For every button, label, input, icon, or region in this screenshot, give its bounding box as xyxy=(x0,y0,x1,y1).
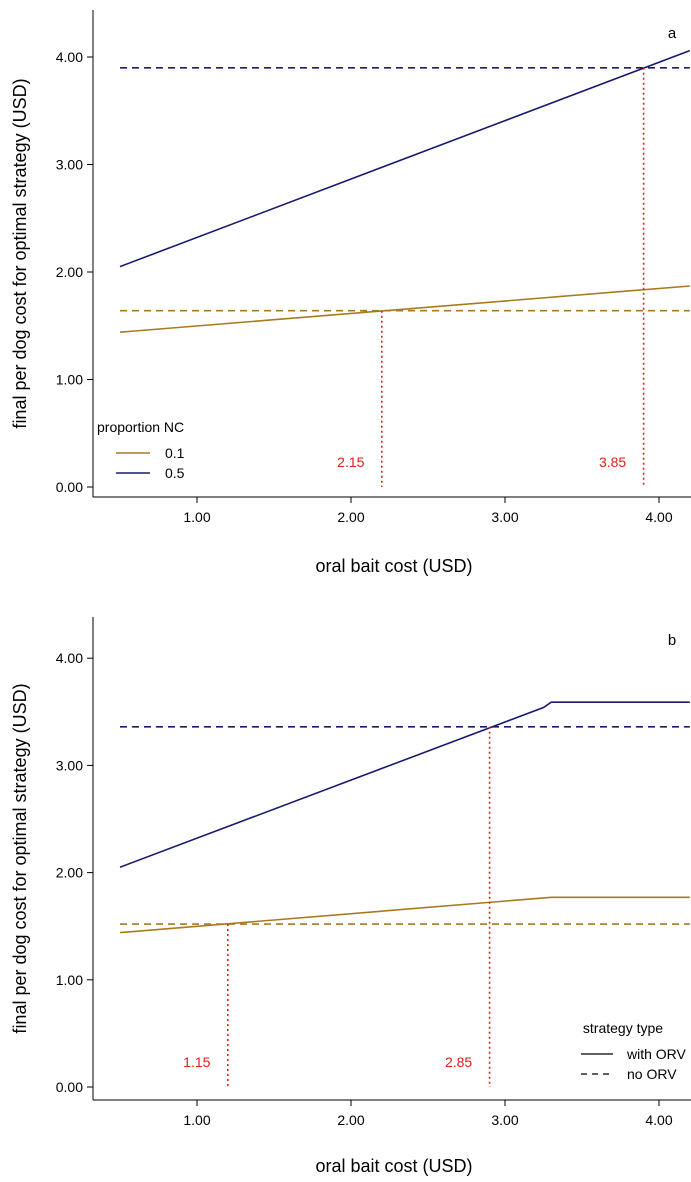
y-tick-label: 2.00 xyxy=(56,264,83,280)
legend-title: strategy type xyxy=(583,1020,663,1036)
y-tick-label: 3.00 xyxy=(56,757,83,773)
y-tick-label: 4.00 xyxy=(56,650,83,666)
panel-letter: a xyxy=(668,25,677,42)
x-tick-label: 4.00 xyxy=(645,1112,672,1128)
threshold-label: 3.85 xyxy=(599,454,626,470)
y-tick-label: 2.00 xyxy=(56,865,83,881)
legend-label: 0.5 xyxy=(165,465,185,481)
y-tick-label: 0.00 xyxy=(56,1079,83,1095)
y-tick-label: 1.00 xyxy=(56,372,83,388)
legend-label: no ORV xyxy=(627,1066,677,1082)
y-tick-label: 1.00 xyxy=(56,972,83,988)
series-line-solid-0 xyxy=(119,285,690,333)
chart-panel-b: 0.00 1.00 2.00 3.00 4.00 1.00 2.00 3.00 4.00 oral… xyxy=(10,617,691,1176)
legend-label: with ORV xyxy=(626,1046,687,1062)
legend-title: proportion NC xyxy=(97,419,184,435)
threshold-label: 2.15 xyxy=(337,454,364,470)
y-axis-title: final per dog cost for optimal strategy … xyxy=(10,78,30,428)
x-tick-label: 4.00 xyxy=(645,509,672,525)
series-line-solid-1 xyxy=(119,701,690,868)
x-axis-title: oral bait cost (USD) xyxy=(315,1156,472,1176)
x-tick-label: 2.00 xyxy=(337,509,364,525)
y-tick-label: 4.00 xyxy=(56,49,83,65)
series-line-solid-1 xyxy=(119,49,691,268)
panel-letter: b xyxy=(668,632,676,649)
legend: strategy type with ORV no ORV xyxy=(581,1020,687,1082)
chart-panel-a: 0.00 1.00 2.00 3.00 4.00 1.00 2.00 3.00 4.00 oral… xyxy=(10,10,691,576)
x-tick-label: 2.00 xyxy=(337,1112,364,1128)
legend: proportion NC 0.1 0.5 xyxy=(97,419,185,481)
x-tick-label: 1.00 xyxy=(183,509,210,525)
series-line-solid-0 xyxy=(119,896,690,934)
x-tick-label: 3.00 xyxy=(491,1112,518,1128)
x-axis-title: oral bait cost (USD) xyxy=(315,556,472,576)
threshold-label: 2.85 xyxy=(445,1054,472,1070)
x-tick-label: 3.00 xyxy=(491,509,518,525)
threshold-label: 1.15 xyxy=(183,1054,210,1070)
y-tick-label: 3.00 xyxy=(56,157,83,173)
legend-label: 0.1 xyxy=(165,445,185,461)
y-axis-title: final per dog cost for optimal strategy … xyxy=(10,683,30,1033)
x-tick-label: 1.00 xyxy=(183,1112,210,1128)
y-tick-label: 0.00 xyxy=(56,479,83,495)
